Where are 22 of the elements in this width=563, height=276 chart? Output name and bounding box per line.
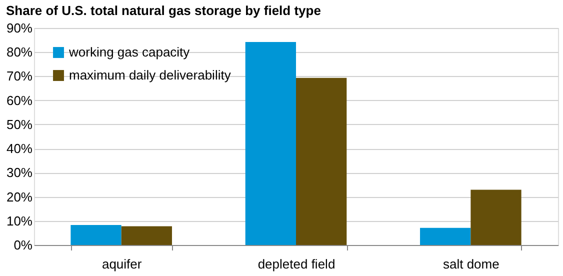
y-tick-label: 90% <box>6 20 33 36</box>
y-tick-label: 50% <box>6 116 33 132</box>
bar <box>296 78 347 245</box>
y-tick-label: 80% <box>6 44 33 60</box>
legend-label: working gas capacity <box>68 44 190 60</box>
x-tick-label: depleted field <box>258 256 336 272</box>
bar <box>420 228 471 245</box>
x-tick-label: aquifer <box>102 256 142 272</box>
y-tick-label: 60% <box>6 92 33 108</box>
y-tick-label: 0% <box>14 238 33 252</box>
y-tick-label: 10% <box>6 213 33 228</box>
y-tick-label: 20% <box>6 189 33 204</box>
bar <box>245 42 296 245</box>
y-tick-label: 30% <box>6 165 33 180</box>
y-tick-label: 70% <box>6 68 33 84</box>
x-tick-label: salt dome <box>442 256 500 272</box>
bar <box>121 226 172 245</box>
legend-label: maximum daily deliverability <box>69 68 232 82</box>
bar <box>70 224 122 245</box>
y-tick-label: 40% <box>6 141 33 156</box>
chart-title: Share of U.S. total natural gas storage by field type <box>6 3 321 18</box>
bar <box>470 190 522 245</box>
